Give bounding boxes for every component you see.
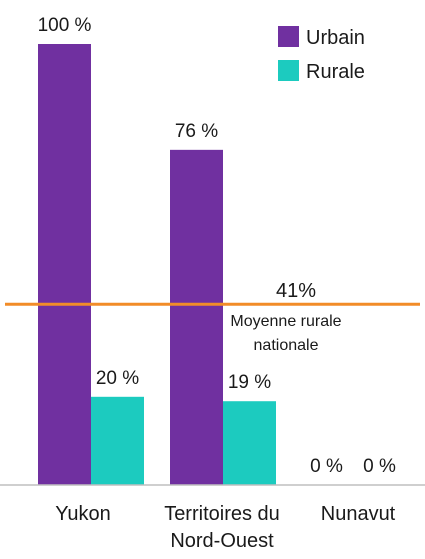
category-labels-group: Yukon Territoires du Nord-Ouest Nunavut [55,503,395,552]
value-label-rurale-2: 19 % [228,372,271,393]
value-label-urbain-2: 76 % [175,121,218,142]
reference-value-label: 41% [276,280,316,302]
reference-label-line-2: nationale [254,337,319,354]
legend-swatch-rurale [278,60,299,81]
legend-label-urbain: Urbain [306,27,365,49]
value-label-urbain-1: 100 % [38,15,92,36]
reference-label-line-1: Moyenne rurale [230,313,341,330]
legend-swatch-urbain [278,26,299,47]
bars-group [38,44,276,485]
value-labels-group: 100 % 76 % 0 % 20 % 19 % 0 % [38,15,396,477]
bar-rurale-2 [223,401,276,485]
category-label-2-line-2: Nord-Ouest [170,530,274,552]
category-label-3: Nunavut [321,503,396,525]
category-label-1: Yukon [55,503,111,525]
category-label-2-line-1: Territoires du [164,503,280,525]
value-label-rurale-1: 20 % [96,368,139,389]
bar-urbain-1 [38,44,91,485]
value-label-urbain-3: 0 % [310,456,343,477]
value-label-rurale-3: 0 % [363,456,396,477]
bar-urbain-2 [170,149,223,485]
legend: Urbain Rurale [278,26,365,83]
legend-label-rurale: Rurale [306,61,365,83]
bar-rurale-1 [91,396,144,485]
